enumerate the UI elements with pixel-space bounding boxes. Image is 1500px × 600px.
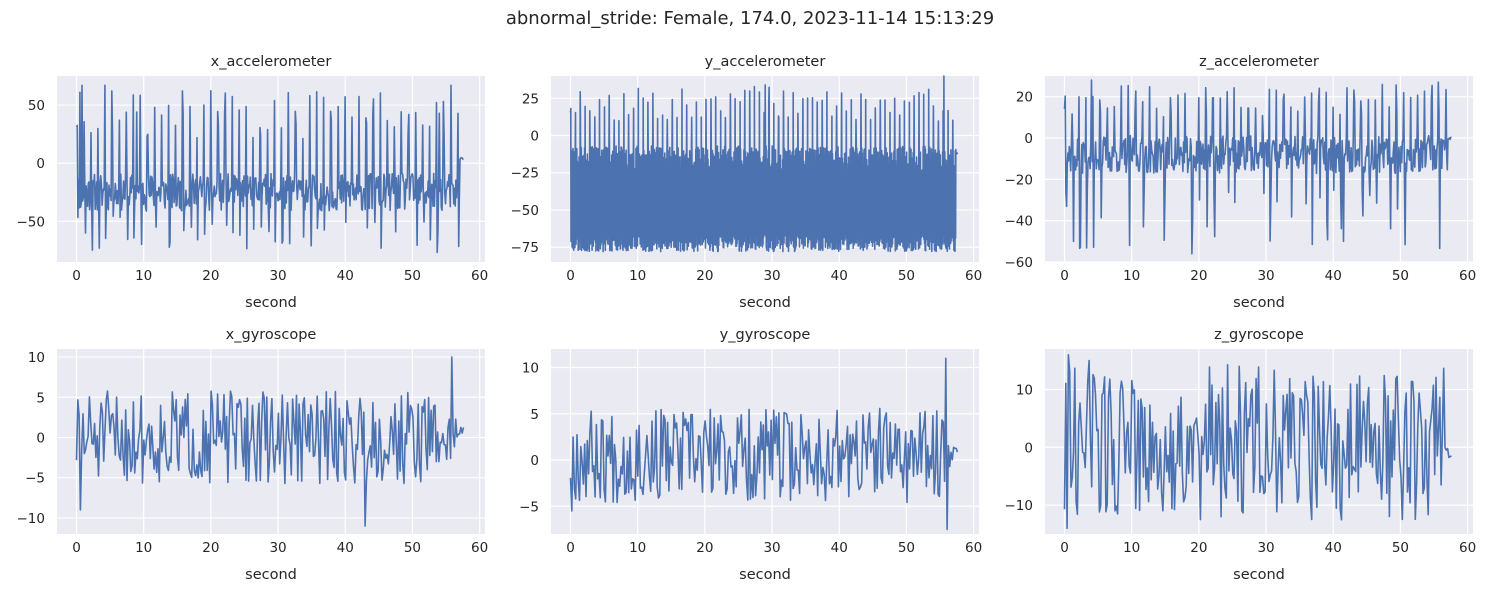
plot-area — [1045, 76, 1473, 262]
y-tick-label: 0 — [1024, 131, 1033, 147]
x-tick-label: 60 — [471, 540, 488, 556]
x-tick-label: 30 — [763, 540, 780, 556]
y-tick-label: −10 — [17, 511, 46, 527]
y-tick-label: 0 — [530, 453, 539, 469]
x-axis-label: second — [739, 295, 791, 311]
y-tick-label: −25 — [511, 166, 540, 182]
x-tick-label: 60 — [1459, 540, 1476, 556]
x-axis-label: second — [1233, 567, 1285, 583]
x-tick-label: 10 — [629, 540, 646, 556]
x-tick-label: 60 — [965, 268, 982, 284]
subplot-z-accelerometer: 0 10 20 30 40 50 60 −60 −40 −20 0 20 z_accelerometer… — [1005, 54, 1477, 311]
subplot-title: z_gyroscope — [1214, 327, 1304, 343]
x-tick-label: 20 — [1190, 268, 1207, 284]
series-line — [1063, 79, 1452, 255]
plot-area — [57, 76, 485, 262]
x-tick-label: 20 — [202, 268, 219, 284]
x-tick-label: 40 — [337, 540, 354, 556]
x-tick-label: 60 — [965, 540, 982, 556]
y-tick-label: −75 — [511, 240, 540, 256]
y-tick-label: −5 — [519, 499, 539, 515]
y-tick-label: 10 — [28, 350, 45, 366]
x-tick-label: 60 — [1459, 268, 1476, 284]
y-tick-label: −5 — [25, 471, 45, 487]
y-tick-label: −40 — [1005, 214, 1034, 230]
y-tick-label: −60 — [1005, 255, 1034, 271]
subplot-title: z_accelerometer — [1199, 54, 1319, 70]
x-tick-label: 40 — [1325, 540, 1342, 556]
series-line — [75, 84, 464, 254]
y-tick-label: 5 — [530, 407, 539, 423]
x-tick-label: 50 — [1392, 540, 1409, 556]
x-tick-label: 0 — [566, 268, 575, 284]
x-tick-label: 0 — [1060, 268, 1069, 284]
y-tick-label: −10 — [1005, 498, 1034, 514]
y-tick-label: 10 — [522, 361, 539, 377]
subplot-y-accelerometer: 0 10 20 30 40 50 60 −75 −50 −25 0 25 y_accelerometer… — [511, 54, 983, 311]
x-tick-label: 50 — [898, 540, 915, 556]
x-tick-label: 40 — [1325, 268, 1342, 284]
x-axis-label: second — [1233, 295, 1285, 311]
x-tick-label: 0 — [72, 540, 81, 556]
y-tick-label: −50 — [511, 203, 540, 219]
figure-title: abnormal_stride: Female, 174.0, 2023-11-… — [505, 8, 995, 29]
y-tick-label: 0 — [530, 129, 539, 145]
x-tick-label: 0 — [566, 540, 575, 556]
y-tick-label: −20 — [1005, 172, 1034, 188]
x-tick-label: 40 — [831, 268, 848, 284]
x-tick-label: 30 — [269, 540, 286, 556]
subplot-title: x_accelerometer — [211, 54, 332, 70]
y-tick-label: 25 — [522, 91, 539, 107]
x-tick-label: 60 — [471, 268, 488, 284]
x-tick-label: 10 — [629, 268, 646, 284]
x-tick-label: 30 — [1257, 540, 1274, 556]
x-tick-label: 50 — [404, 268, 421, 284]
x-tick-label: 50 — [1392, 268, 1409, 284]
x-tick-label: 20 — [1190, 540, 1207, 556]
x-tick-label: 20 — [696, 540, 713, 556]
x-tick-label: 0 — [1060, 540, 1069, 556]
series-line — [1063, 354, 1452, 529]
x-axis-label: second — [245, 295, 297, 311]
x-tick-label: 40 — [831, 540, 848, 556]
y-tick-label: 0 — [1024, 440, 1033, 456]
x-tick-label: 30 — [269, 268, 286, 284]
x-tick-label: 30 — [1257, 268, 1274, 284]
x-tick-label: 20 — [202, 540, 219, 556]
subplot-title: y_accelerometer — [705, 54, 826, 70]
x-axis-label: second — [245, 567, 297, 583]
y-tick-label: −50 — [17, 214, 46, 230]
x-tick-label: 0 — [72, 268, 81, 284]
y-tick-label: 50 — [28, 98, 45, 114]
y-tick-label: 5 — [36, 390, 45, 406]
y-tick-label: 0 — [36, 430, 45, 446]
x-tick-label: 20 — [696, 268, 713, 284]
subplot-title: y_gyroscope — [720, 327, 811, 343]
series-line — [75, 356, 465, 527]
subplot-title: x_gyroscope — [226, 327, 317, 343]
x-tick-label: 10 — [1123, 540, 1140, 556]
y-tick-label: 0 — [36, 156, 45, 172]
x-tick-label: 50 — [898, 268, 915, 284]
x-tick-label: 10 — [135, 268, 152, 284]
x-tick-label: 40 — [337, 268, 354, 284]
x-tick-label: 50 — [404, 540, 421, 556]
x-axis-label: second — [739, 567, 791, 583]
series-line — [569, 357, 959, 531]
y-tick-label: 10 — [1016, 382, 1033, 398]
series-line — [569, 75, 959, 253]
x-tick-label: 10 — [1123, 268, 1140, 284]
x-tick-label: 30 — [763, 268, 780, 284]
y-tick-label: 20 — [1016, 90, 1033, 106]
x-tick-label: 10 — [135, 540, 152, 556]
